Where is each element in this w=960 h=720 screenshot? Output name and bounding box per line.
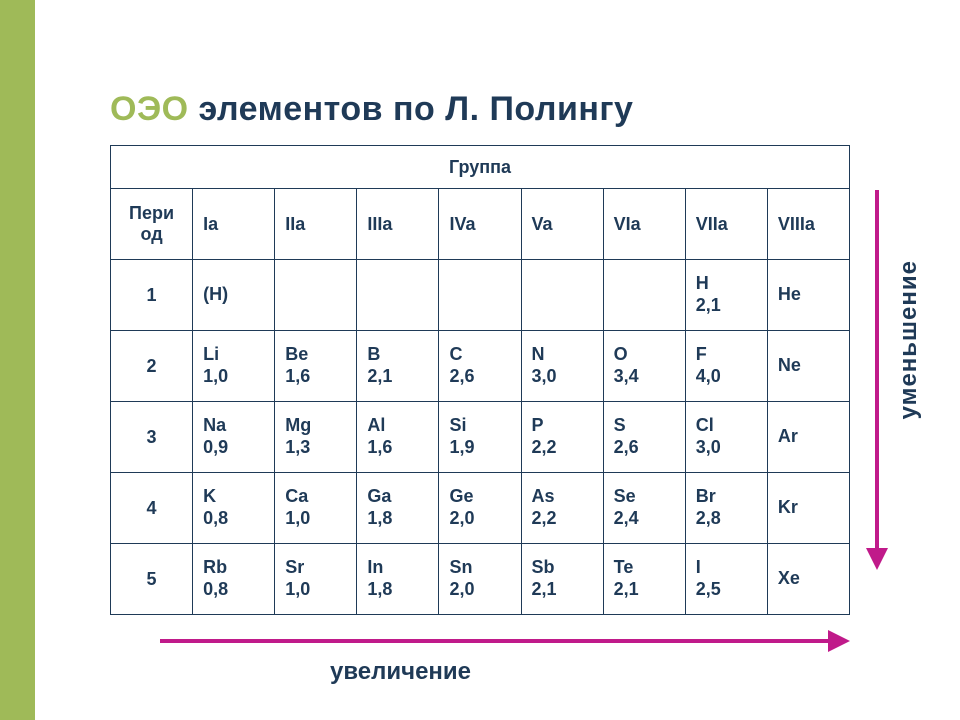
element-cell: As2,2 <box>521 473 603 544</box>
element-cell: He <box>767 260 849 331</box>
element-cell: Sr1,0 <box>275 544 357 615</box>
element-cell: C2,6 <box>439 331 521 402</box>
element-cell: B2,1 <box>357 331 439 402</box>
column-header: IIa <box>275 189 357 260</box>
column-header: VIa <box>603 189 685 260</box>
empty-cell <box>603 260 685 331</box>
period-number: 4 <box>111 473 193 544</box>
element-cell: Se2,4 <box>603 473 685 544</box>
group-header: Группа <box>111 146 850 189</box>
column-header: Ia <box>193 189 275 260</box>
title-accent: ОЭО <box>110 90 189 128</box>
arrow-line <box>160 639 830 643</box>
column-header: IVa <box>439 189 521 260</box>
element-cell: Rb0,8 <box>193 544 275 615</box>
decrease-label: уменьшение <box>895 260 923 419</box>
element-cell: Br2,8 <box>685 473 767 544</box>
element-cell: Ar <box>767 402 849 473</box>
period-number: 2 <box>111 331 193 402</box>
element-cell: Ca1,0 <box>275 473 357 544</box>
empty-cell <box>357 260 439 331</box>
electronegativity-table: ГруппаПериодIaIIaIIIaIVaVaVIaVIIaVIIIa 1(… <box>110 145 850 615</box>
element-cell: F4,0 <box>685 331 767 402</box>
element-cell: Sb2,1 <box>521 544 603 615</box>
element-cell: Na0,9 <box>193 402 275 473</box>
element-cell: Al1,6 <box>357 402 439 473</box>
column-header: Va <box>521 189 603 260</box>
slide-title: ОЭО элементов по Л. Полингу <box>110 90 633 129</box>
title-rest: элементов по Л. Полингу <box>189 90 634 128</box>
period-header: Период <box>111 189 193 260</box>
element-cell: Si1,9 <box>439 402 521 473</box>
data-table: ГруппаПериодIaIIaIIIaIVaVaVIaVIIaVIIIa 1(… <box>110 145 850 615</box>
arrow-down-head-icon <box>866 548 888 570</box>
element-cell: Sn2,0 <box>439 544 521 615</box>
element-cell: Xe <box>767 544 849 615</box>
increase-label: увеличение <box>330 658 471 686</box>
empty-cell <box>439 260 521 331</box>
period-number: 1 <box>111 260 193 331</box>
period-number: 5 <box>111 544 193 615</box>
element-cell: Li1,0 <box>193 331 275 402</box>
element-cell: Cl3,0 <box>685 402 767 473</box>
column-header: VIIIa <box>767 189 849 260</box>
decrease-arrow <box>868 190 888 570</box>
column-header: IIIa <box>357 189 439 260</box>
increase-arrow <box>160 632 850 652</box>
decorative-sidebar <box>0 0 35 720</box>
element-cell: O3,4 <box>603 331 685 402</box>
element-cell: In1,8 <box>357 544 439 615</box>
arrow-line <box>875 190 879 548</box>
element-cell: I2,5 <box>685 544 767 615</box>
element-cell: K0,8 <box>193 473 275 544</box>
element-cell: N3,0 <box>521 331 603 402</box>
element-cell: S2,6 <box>603 402 685 473</box>
period-number: 3 <box>111 402 193 473</box>
element-cell: Ga1,8 <box>357 473 439 544</box>
arrow-right-head-icon <box>828 630 850 652</box>
element-cell: Be1,6 <box>275 331 357 402</box>
element-cell: Kr <box>767 473 849 544</box>
element-cell: (H) <box>193 260 275 331</box>
element-cell: Ne <box>767 331 849 402</box>
column-header: VIIa <box>685 189 767 260</box>
element-cell: P2,2 <box>521 402 603 473</box>
empty-cell <box>275 260 357 331</box>
element-cell: Mg1,3 <box>275 402 357 473</box>
empty-cell <box>521 260 603 331</box>
element-cell: H2,1 <box>685 260 767 331</box>
element-cell: Te2,1 <box>603 544 685 615</box>
element-cell: Ge2,0 <box>439 473 521 544</box>
